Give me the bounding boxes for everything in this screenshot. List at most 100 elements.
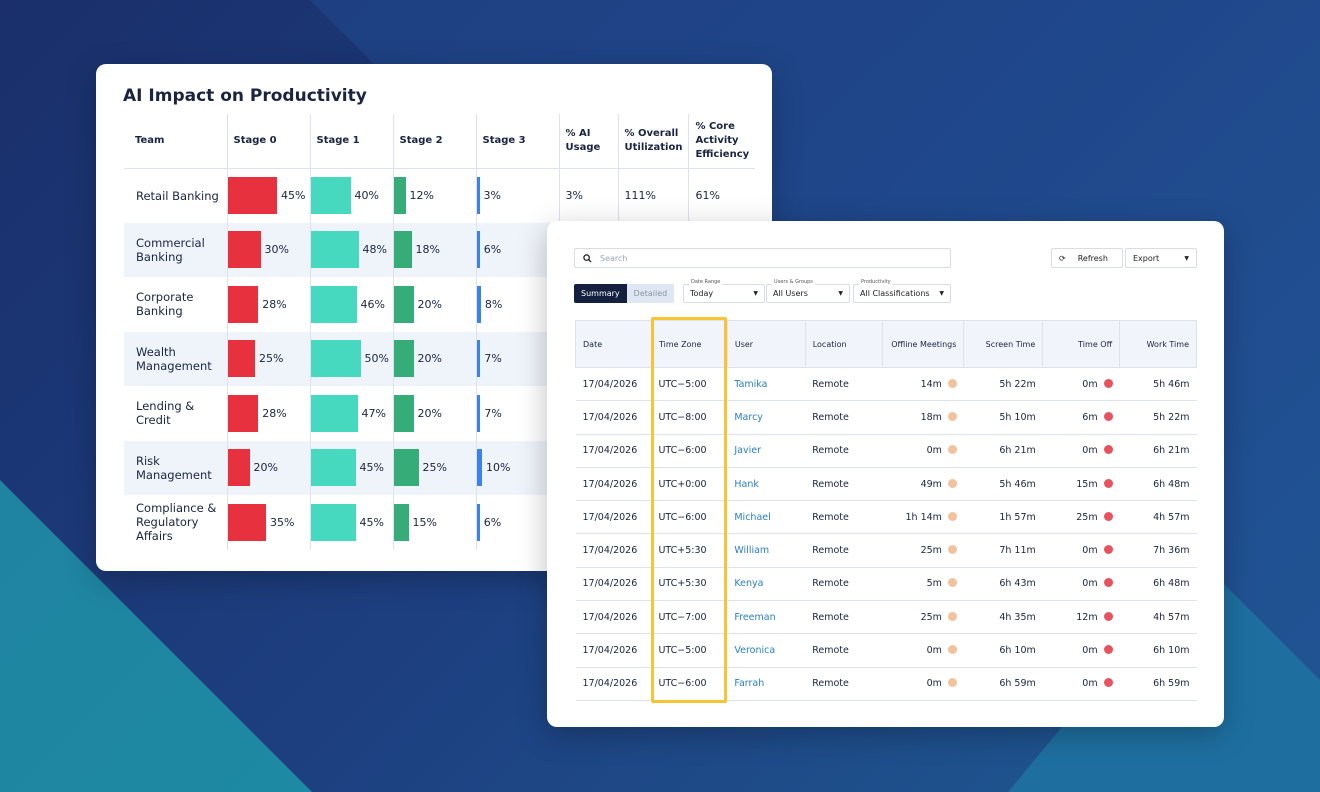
stage0-cell: 28%	[226, 386, 310, 441]
user-value[interactable]: Freeman	[734, 611, 776, 623]
user-value[interactable]: Michael	[734, 511, 771, 523]
ai-value: 3%	[558, 168, 618, 223]
stage0-value: 28%	[262, 297, 287, 311]
time-off-cell: 25m	[1042, 500, 1120, 535]
location-value: Remote	[812, 378, 849, 390]
status-dot	[1103, 678, 1113, 688]
user-cell: Veronica	[727, 633, 806, 668]
location-cell: Remote	[805, 500, 883, 535]
work-time-value: 4h 57m	[1153, 511, 1190, 523]
column-header[interactable]: Date	[575, 320, 652, 368]
status-dot	[947, 378, 957, 388]
time-zone-cell: UTC+5:30	[651, 533, 728, 568]
screen-time-cell: 5h 10m	[963, 400, 1043, 435]
stage1-value: 48%	[362, 243, 387, 257]
user-cell: Tamika	[727, 367, 806, 402]
work-time-value: 6h 48m	[1153, 578, 1190, 590]
user-cell: Michael	[727, 500, 806, 535]
stage3-bar	[476, 285, 481, 323]
column-header[interactable]: Location	[804, 320, 883, 368]
date-value: 17/04/2026	[582, 545, 638, 557]
filter-dropdown[interactable]: Users & Groups All Users ▼	[766, 279, 850, 303]
card-title: AI Impact on Productivity	[123, 86, 367, 106]
offline-meetings-cell: 18m	[882, 400, 964, 435]
view-toggle: Summary Detailed	[574, 284, 675, 303]
filter-dropdown[interactable]: Date Range Today ▼	[683, 279, 765, 303]
tab-summary[interactable]: Summary	[574, 284, 627, 303]
column-header[interactable]: Time Off	[1042, 320, 1121, 368]
time-zone-value: UTC+0:00	[658, 478, 707, 490]
stage0-value: 35%	[270, 515, 295, 529]
filter-dropdown[interactable]: Productivity All Classifications ▼	[853, 279, 951, 303]
stage0-cell: 20%	[226, 440, 310, 495]
time-zone-value: UTC−8:00	[658, 411, 707, 423]
column-header[interactable]: Time Zone	[650, 320, 728, 368]
tab-detailed[interactable]: Detailed	[626, 284, 675, 303]
stage2-value: 12%	[409, 189, 434, 202]
column-header[interactable]: Offline Meetings	[881, 320, 965, 368]
location-cell: Remote	[805, 633, 883, 668]
user-cell: William	[727, 533, 806, 568]
table-row: 17/04/2026 UTC−5:00 Veronica Remote 0m 6h 10m…	[575, 633, 1197, 668]
user-value[interactable]: Veronica	[734, 645, 776, 657]
team-name: Corporate Banking	[136, 290, 194, 319]
refresh-button[interactable]: ⟳ Refresh	[1051, 248, 1123, 268]
stage0-value: 30%	[264, 243, 289, 257]
time-off-cell: 12m	[1042, 600, 1120, 635]
export-button[interactable]: Export ▼	[1125, 248, 1197, 268]
user-value[interactable]: Marcy	[734, 411, 763, 423]
offline-meetings-value: 14m	[920, 378, 942, 390]
status-dot	[1103, 545, 1113, 555]
column-header[interactable]: Work Time	[1119, 320, 1197, 368]
search-input[interactable]: Search	[574, 248, 951, 268]
stage1-bar	[310, 285, 357, 323]
work-time-value: 5h 46m	[1153, 378, 1190, 390]
user-value[interactable]: Kenya	[734, 578, 764, 590]
stage0-bar	[227, 394, 259, 432]
stage2-value: 18%	[415, 243, 440, 257]
user-value[interactable]: Hank	[734, 478, 759, 490]
time-zone-cell: UTC−8:00	[651, 400, 728, 435]
stage1-value: 45%	[359, 515, 384, 529]
user-value[interactable]: Javier	[734, 445, 761, 457]
stage2-bar	[393, 177, 406, 214]
column-header[interactable]: User	[726, 320, 806, 368]
location-value: Remote	[812, 445, 849, 457]
status-dot	[947, 545, 957, 555]
user-cell: Marcy	[727, 400, 806, 435]
location-value: Remote	[812, 578, 849, 590]
time-off-value: 0m	[1082, 545, 1098, 557]
user-cell: Farrah	[727, 667, 806, 701]
status-dot	[1103, 445, 1113, 455]
time-zone-value: UTC+5:30	[658, 545, 707, 557]
time-off-cell: 0m	[1042, 367, 1120, 402]
stage1-cell: 45%	[309, 440, 393, 495]
user-value[interactable]: William	[734, 545, 770, 557]
status-dot	[947, 511, 957, 521]
offline-meetings-value: 0m	[926, 678, 942, 690]
stage0-cell: 45%	[226, 168, 310, 223]
stage1-cell: 40%	[309, 168, 393, 223]
column-header: Stage 0	[226, 114, 310, 169]
date-cell: 17/04/2026	[575, 600, 652, 635]
time-off-cell: 6m	[1042, 400, 1120, 435]
work-time-value: 6h 21m	[1153, 445, 1190, 457]
team-name: Retail Banking	[136, 188, 219, 203]
time-off-value: 0m	[1082, 445, 1098, 457]
user-value[interactable]: Farrah	[734, 678, 765, 690]
screen-time-cell: 6h 21m	[963, 434, 1043, 468]
stage3-bar	[476, 231, 480, 269]
stage1-cell: 46%	[309, 277, 393, 332]
status-dot	[947, 678, 957, 688]
team-name: Lending & Credit	[136, 399, 195, 428]
stage0-bar	[227, 449, 250, 487]
stage1-value: 50%	[364, 352, 389, 366]
stage2-value: 20%	[417, 297, 442, 311]
column-header: % Core Activity Efficiency	[688, 114, 756, 169]
column-header[interactable]: Screen Time	[963, 320, 1044, 368]
user-value[interactable]: Tamika	[734, 378, 768, 390]
status-dot	[1103, 378, 1113, 388]
util-value: 111%	[617, 168, 689, 223]
date-value: 17/04/2026	[582, 411, 638, 423]
date-cell: 17/04/2026	[575, 367, 652, 402]
